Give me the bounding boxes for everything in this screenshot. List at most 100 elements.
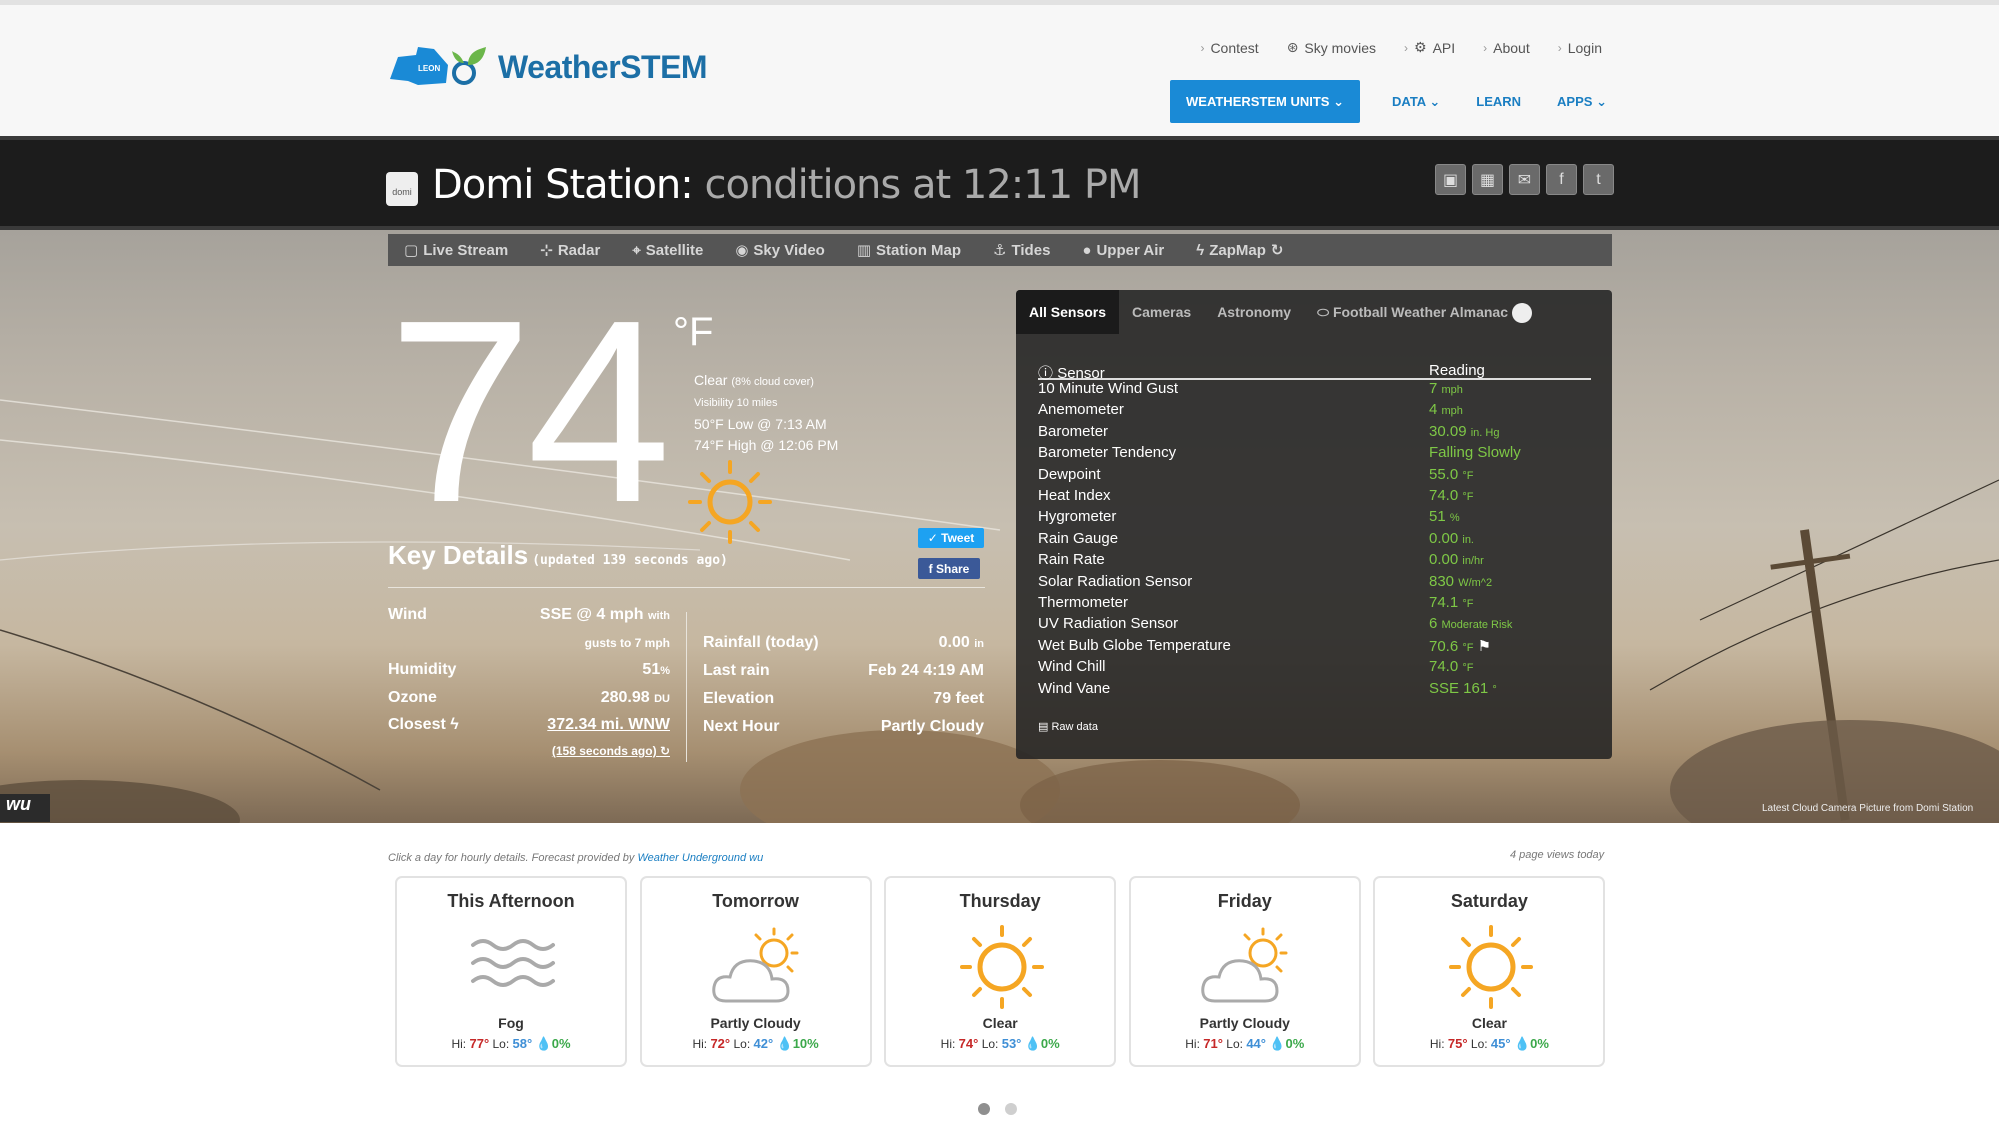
raindrop-icon: 💧	[776, 1036, 793, 1051]
sensor-row[interactable]: UV Radiation Sensor 6 Moderate Risk	[1038, 615, 1578, 636]
carousel-dot-active[interactable]	[978, 1103, 990, 1115]
sensor-row[interactable]: Thermometer 74.1 °F	[1038, 594, 1578, 615]
tab-astronomy[interactable]: Astronomy	[1217, 304, 1292, 320]
carousel-dot[interactable]	[1005, 1103, 1017, 1115]
brand-name: WeatherSTEM	[498, 48, 708, 85]
sun-icon	[960, 925, 1045, 1009]
sensor-row[interactable]: Solar Radiation Sensor 830 W/m^2	[1038, 573, 1578, 594]
closest-lightning-link[interactable]: 372.34 mi. WNW	[547, 716, 670, 733]
sensor-reading: Falling Slowly	[1429, 444, 1521, 461]
forecast-condition: Clear	[982, 1015, 1018, 1031]
zapmap-tab[interactable]: ϟ ZapMap ↻	[1196, 241, 1283, 260]
calculator-icon[interactable]: ▦	[1472, 164, 1503, 195]
sensor-row[interactable]: Heat Index 74.0 °F	[1038, 487, 1578, 508]
facebook-icon[interactable]: f	[1546, 164, 1577, 195]
facebook-share-button[interactable]: f Share	[918, 558, 980, 579]
wind-with: with	[648, 610, 670, 622]
live-stream-tab[interactable]: ▢ Live Stream	[404, 241, 508, 260]
tweet-button[interactable]: ✓ Tweet	[918, 528, 984, 548]
weather-underground-link[interactable]: Weather Underground	[637, 852, 747, 864]
raw-data-link[interactable]: ▤ Raw data	[1038, 720, 1098, 733]
forecast-card[interactable]: Tomorrow Partly Cloudy Hi: 72° Lo: 42° 💧10…	[639, 876, 872, 1067]
visibility: Visibility 10 miles	[694, 397, 778, 409]
forecast-low: 45°	[1490, 1036, 1511, 1051]
sensor-row[interactable]: Hygrometer 51 %	[1038, 508, 1578, 529]
tab-all-sensors[interactable]: All Sensors	[1016, 290, 1120, 334]
sensor-column-header: Sensor	[1057, 365, 1105, 382]
sensor-unit: %	[1449, 512, 1460, 525]
forecast-hilo: Hi: 72° Lo: 42° 💧10%	[642, 1036, 870, 1052]
api-link[interactable]: › ⚙ API	[1404, 39, 1455, 56]
station-map-tab[interactable]: ▥ Station Map	[857, 241, 961, 260]
sensor-row[interactable]: Wet Bulb Globe Temperature 70.6 °F ⚑	[1038, 637, 1578, 658]
anchor-icon: ⚓	[993, 242, 1007, 259]
about-link[interactable]: › About	[1483, 39, 1530, 56]
camera-icon: ◉	[735, 242, 749, 259]
tab-cameras[interactable]: Cameras	[1132, 304, 1192, 320]
weatherstem-units-button[interactable]: WEATHERSTEM UNITS ⌄	[1170, 80, 1361, 123]
forecast-day: Thursday	[959, 891, 1041, 911]
sensor-reading: SSE 161 °	[1429, 680, 1497, 697]
hi-label: Hi:	[451, 1037, 467, 1051]
sensor-row[interactable]: Barometer Tendency Falling Slowly	[1038, 444, 1578, 465]
learn-menu[interactable]: LEARN	[1458, 80, 1539, 123]
sensor-row[interactable]: Wind Vane SSE 161 °	[1038, 680, 1578, 701]
forecast-card[interactable]: Friday Partly Cloudy Hi: 71° Lo: 44° 💧0%	[1128, 876, 1361, 1067]
upper-air-tab[interactable]: ● Upper Air	[1082, 242, 1164, 259]
sensor-value: 7	[1429, 380, 1438, 397]
raindrop-icon: 💧	[1269, 1036, 1286, 1051]
sensor-reading: 0.00 in.	[1429, 530, 1474, 547]
ozone-number: 280.98	[600, 689, 650, 706]
tv-icon[interactable]: ▣	[1435, 164, 1466, 195]
svg-text:LEON: LEON	[418, 64, 440, 73]
forecast-card[interactable]: Saturday Clear Hi: 75° Lo: 45° 💧0%	[1373, 876, 1606, 1067]
satellite-tab[interactable]: ⌖ Satellite	[632, 242, 703, 259]
sensor-row[interactable]: Anemometer 4 mph	[1038, 401, 1578, 422]
tides-tab[interactable]: ⚓ Tides	[993, 241, 1050, 260]
sensor-reading: 7 mph	[1429, 380, 1463, 397]
sensor-row[interactable]: Barometer 30.09 in. Hg	[1038, 423, 1578, 444]
elevation-label: Elevation	[703, 690, 775, 707]
tv-icon: ▢	[404, 242, 419, 259]
sensor-unit: in.	[1462, 533, 1474, 546]
sensor-row[interactable]: Rain Gauge 0.00 in.	[1038, 530, 1578, 551]
sensor-value: 51	[1429, 508, 1446, 526]
sensor-row[interactable]: Wind Chill 74.0 °F	[1038, 658, 1578, 679]
daily-low: 50°F Low @ 7:13 AM	[694, 416, 827, 432]
closest-time-link[interactable]: (158 seconds ago) ↻	[470, 744, 670, 758]
sky-video-tab[interactable]: ◉ Sky Video	[735, 241, 825, 260]
tab-football-almanac[interactable]: ⬭ Football Weather Almanac	[1304, 290, 1545, 334]
lo-label: Lo:	[733, 1037, 751, 1051]
panel-tabs: All Sensors Cameras Astronomy ⬭ Football…	[1016, 290, 1612, 334]
sensor-row[interactable]: 10 Minute Wind Gust 7 mph	[1038, 380, 1578, 401]
sensor-row[interactable]: Dewpoint 55.0 °F	[1038, 466, 1578, 487]
raw-data-label: Raw data	[1051, 721, 1098, 733]
forecast-condition: Partly Cloudy	[710, 1015, 801, 1031]
sensor-row[interactable]: Rain Rate 0.00 in/hr	[1038, 551, 1578, 572]
forecast-high: 75°	[1447, 1036, 1468, 1051]
data-menu[interactable]: DATA ⌄	[1374, 80, 1458, 123]
station-subnav: ▢ Live Stream ⊹ Radar ⌖ Satellite ◉ Sky Vide…	[388, 234, 1612, 266]
wind-gusts: gusts to 7 mph	[584, 636, 670, 650]
radar-tab[interactable]: ⊹ Radar	[540, 241, 600, 260]
team-logo-icon	[1511, 303, 1532, 324]
apps-menu[interactable]: APPS ⌄	[1539, 80, 1625, 123]
email-icon[interactable]: ✉	[1509, 164, 1540, 195]
partly-cloudy-icon	[1201, 927, 1288, 1003]
info-icon: ⓘ	[1038, 365, 1054, 382]
sensor-name: Rain Rate	[1038, 551, 1105, 569]
temperature-unit: °F	[673, 310, 714, 354]
twitter-icon[interactable]: t	[1583, 164, 1614, 195]
sensor-name: Barometer	[1038, 422, 1109, 440]
sensor-unit: mph	[1441, 405, 1463, 418]
wu-logo[interactable]: wu	[0, 794, 50, 822]
forecast-card[interactable]: This Afternoon Fog Hi: 77° Lo: 58° 💧0%	[395, 876, 627, 1067]
login-link[interactable]: › Login	[1558, 39, 1602, 56]
forecast-card[interactable]: Thursday Clear Hi: 74° Lo: 53° 💧0%	[884, 876, 1117, 1067]
sensor-unit: °F	[1462, 641, 1474, 654]
camera-caption: Latest Cloud Camera Picture from Domi St…	[1762, 803, 1974, 814]
sky-movies-link[interactable]: ⊛ Sky movies	[1287, 39, 1376, 56]
contest-link[interactable]: › Contest	[1200, 39, 1258, 56]
conditions-time: conditions at 12:11 PM	[704, 162, 1141, 208]
weatherstem-logo[interactable]: LEON WeatherSTEM	[388, 43, 708, 91]
